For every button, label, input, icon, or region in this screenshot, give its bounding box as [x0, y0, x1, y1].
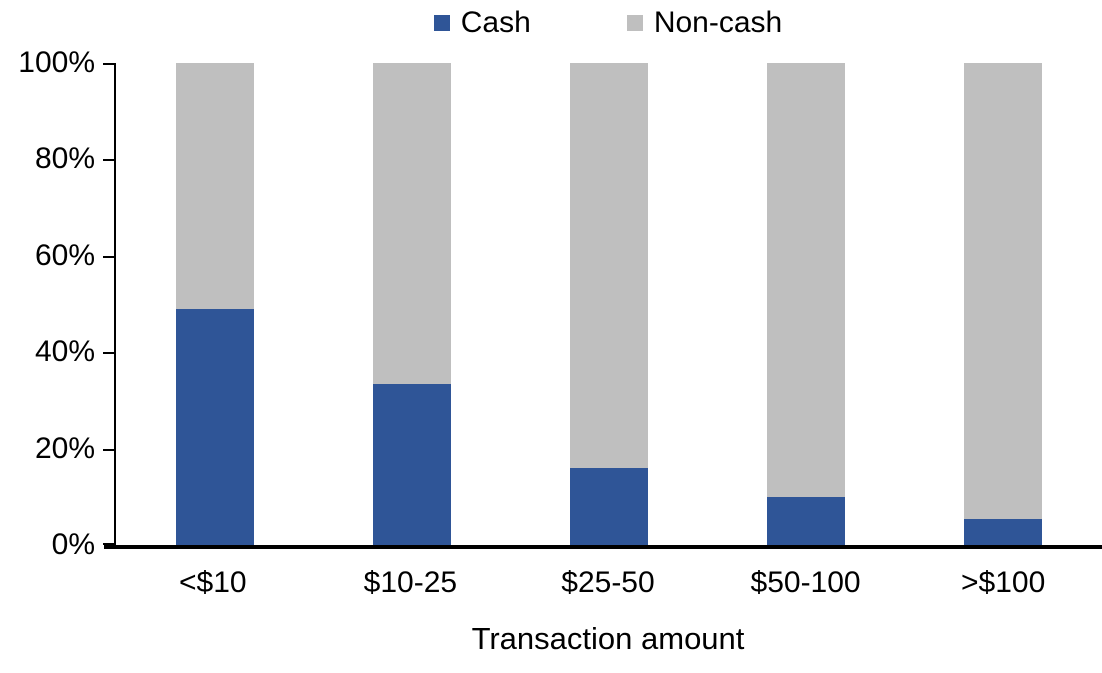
- y-tick-label: 80%: [34, 142, 95, 176]
- y-tick-mark: [103, 543, 116, 545]
- bar-segment-non-cash: [570, 63, 648, 468]
- bar-slot--10: [116, 63, 313, 545]
- stacked-bar: [372, 63, 451, 545]
- x-axis-line: [104, 545, 1102, 549]
- y-axis-labels: 0% 20% 40% 60% 80% 100%: [0, 0, 100, 673]
- legend-label: Cash: [460, 6, 531, 39]
- bar-segment-cash: [175, 308, 254, 545]
- x-tick-label: $10-25: [363, 566, 458, 599]
- stacked-bar: [175, 63, 254, 545]
- y-tick-mark: [103, 255, 116, 258]
- bar-segment-non-cash: [964, 63, 1043, 519]
- x-tick-label: $25-50: [561, 566, 655, 599]
- x-axis-title: Transaction amount: [471, 621, 745, 656]
- x-tick-label: $50-100: [750, 566, 861, 599]
- x-tick-label: >$100: [961, 566, 1046, 599]
- stacked-bar: [964, 63, 1043, 545]
- bar-segment-cash: [964, 518, 1043, 545]
- stacked-bar: [767, 63, 846, 545]
- y-tick-label: 60%: [34, 238, 95, 272]
- y-tick-label: 40%: [34, 335, 95, 369]
- bar-segment-non-cash: [372, 63, 451, 384]
- legend-swatch-cash: [433, 15, 450, 31]
- bar-slot--10-25: [313, 63, 510, 545]
- x-tick-label: <$10: [179, 566, 247, 599]
- y-tick-mark: [103, 448, 116, 451]
- bar-slot--25-50: [510, 63, 707, 545]
- bar-segment-cash: [767, 496, 846, 545]
- y-tick-label: 20%: [34, 431, 95, 465]
- y-tick-label: 0%: [51, 528, 95, 561]
- x-axis-labels: <$10 $10-25 $25-50 $50-100 >$100: [114, 566, 1102, 600]
- legend-label: Non-cash: [653, 6, 783, 39]
- stacked-bar: [570, 63, 648, 545]
- y-tick-mark: [103, 159, 116, 162]
- bar-segment-cash: [372, 383, 451, 545]
- legend-item-non-cash: Non-cash: [626, 6, 783, 40]
- y-tick-mark: [103, 63, 116, 65]
- legend: Cash Non-cash: [114, 6, 1102, 40]
- bars-container: [116, 63, 1102, 545]
- bar-segment-non-cash: [767, 63, 846, 497]
- bar-segment-non-cash: [175, 63, 254, 309]
- bar-slot--100: [905, 63, 1102, 545]
- legend-swatch-non-cash: [626, 15, 643, 31]
- y-tick-label: 100%: [18, 46, 95, 79]
- bar-segment-cash: [570, 467, 648, 545]
- bar-slot--50-100: [708, 63, 905, 545]
- plot-area: [103, 63, 1102, 549]
- legend-item-cash: Cash: [433, 6, 531, 40]
- y-tick-mark: [103, 352, 116, 355]
